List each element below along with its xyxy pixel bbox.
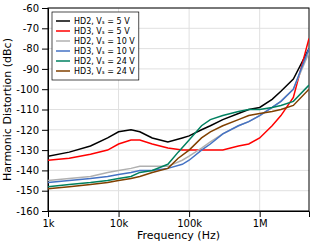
y-tick-mark [42, 8, 48, 9]
y-tick-label: -110 [16, 104, 39, 115]
y-tick-mark [42, 150, 48, 151]
y-tick-label: -140 [16, 165, 39, 176]
y-tick-mark [42, 69, 48, 70]
y-tick: -90 [23, 64, 48, 75]
legend-label: HD3, Vₛ = 5 V [74, 27, 130, 36]
y-tick-label: -130 [16, 145, 39, 156]
grid-line-y [48, 170, 309, 171]
legend-swatch [56, 60, 70, 62]
y-tick: -100 [16, 84, 48, 95]
legend-swatch [56, 30, 70, 32]
y-tick-mark [42, 211, 48, 212]
y-tick: -140 [16, 165, 48, 176]
x-tick: 1M [253, 211, 268, 229]
plot-frame [48, 8, 309, 211]
y-tick: -150 [16, 185, 48, 196]
y-tick-mark [42, 89, 48, 90]
y-tick-label: -80 [23, 43, 39, 54]
y-tick-label: -120 [16, 125, 39, 136]
series-line [48, 89, 309, 188]
chart: 1k10k100k1M-160-150-140-130-120-110-100-… [0, 0, 321, 243]
y-tick: -110 [16, 104, 48, 115]
x-tick-label: 1M [253, 218, 268, 229]
legend-swatch [56, 40, 70, 42]
x-tick: 1k [42, 211, 54, 229]
legend-label: HD2, Vₛ = 24 V [74, 57, 135, 66]
legend-label: HD2, Vₛ = 10 V [74, 37, 135, 46]
y-tick: -60 [23, 3, 48, 14]
y-tick-label: -100 [16, 84, 39, 95]
y-tick-mark [42, 110, 48, 111]
y-tick: -80 [23, 43, 48, 54]
y-tick-mark [42, 170, 48, 171]
legend-swatch [56, 20, 70, 22]
y-axis-title: Harmonic Distortion (dBc) [1, 38, 14, 181]
legend-label: HD2, Vₛ = 5 V [74, 17, 130, 26]
legend: HD2, Vₛ = 5 VHD3, Vₛ = 5 VHD2, Vₛ = 10 V… [52, 12, 139, 80]
y-tick-mark [42, 28, 48, 29]
y-tick: -160 [16, 206, 48, 217]
x-tick-label: 1k [42, 218, 54, 229]
series-line [48, 38, 309, 160]
y-tick: -130 [16, 145, 48, 156]
x-tick: 10k [110, 211, 129, 229]
x-tick-label: 100k [177, 218, 202, 229]
y-tick: -70 [23, 23, 48, 34]
legend-box [52, 12, 139, 80]
x-axis: 1k 10k 100k 1M [42, 211, 309, 229]
grid [48, 8, 309, 211]
x-tick-label: 10k [110, 218, 129, 229]
grid-line-y [48, 89, 309, 90]
grid-line-y [48, 129, 309, 130]
legend-swatch [56, 70, 70, 72]
series-line [48, 85, 309, 187]
y-axis-domain [42, 9, 49, 212]
y-tick-label: -70 [23, 23, 39, 34]
series-line [48, 53, 309, 181]
y-tick-label: -150 [16, 185, 39, 196]
x-tick-mark [260, 211, 261, 217]
y-tick-label: -60 [23, 3, 39, 14]
y-tick-mark [42, 191, 48, 192]
x-tick: 100k [177, 211, 202, 229]
x-tick-mark [189, 211, 190, 217]
y-axis: -160 -150 -140 -130 -120 -110 -100 -90 -80 -70 -60 [16, 3, 48, 217]
x-tick-mark [119, 211, 120, 217]
grid-line-y [48, 190, 309, 191]
y-tick-mark [42, 130, 48, 131]
y-tick-label: -160 [16, 206, 39, 217]
series-line [48, 49, 309, 157]
series-line [48, 49, 309, 183]
legend-swatch [56, 50, 70, 52]
x-axis-domain [49, 212, 310, 218]
y-tick-mark [42, 49, 48, 50]
y-tick: -120 [16, 125, 48, 136]
x-axis-title: Frequency (Hz) [137, 229, 220, 242]
legend-label: HD3, Vₛ = 10 V [74, 47, 135, 56]
lines [48, 38, 309, 188]
y-tick-label: -90 [23, 64, 39, 75]
legend-label: HD3, Vₛ = 24 V [74, 67, 135, 76]
plot: 1k10k100k1M-160-150-140-130-120-110-100-… [16, 3, 309, 229]
